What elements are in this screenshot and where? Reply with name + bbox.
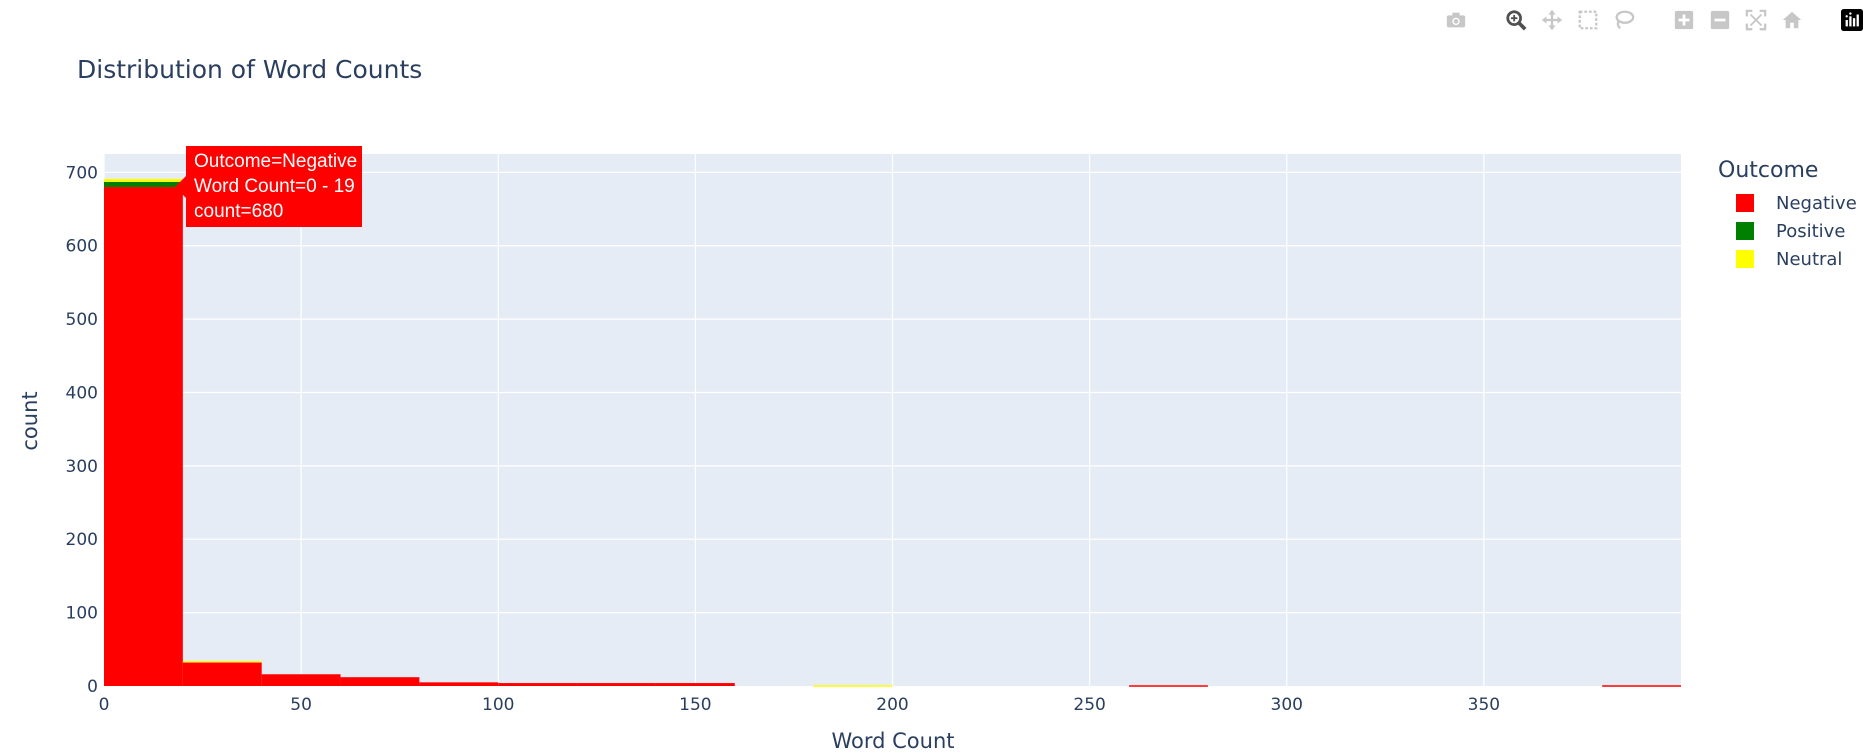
- bar-negative-140[interactable]: [655, 683, 735, 686]
- bar-neutral-0[interactable]: [104, 178, 183, 182]
- bar-negative-0[interactable]: [104, 187, 183, 686]
- y-tick-label: 500: [66, 310, 98, 330]
- lasso-icon[interactable]: [1612, 8, 1636, 32]
- bar-positive-0[interactable]: [104, 181, 183, 188]
- bar-negative-80[interactable]: [419, 682, 499, 686]
- x-tick-label: 300: [1271, 695, 1303, 715]
- y-tick-label: 0: [87, 677, 98, 697]
- bar-negative-40[interactable]: [261, 674, 341, 686]
- camera-icon[interactable]: [1444, 8, 1468, 32]
- tooltip-word-count: Word Count=0 - 19: [194, 176, 355, 197]
- bar-neutral-20[interactable]: [182, 661, 262, 663]
- bar-negative-60[interactable]: [340, 677, 420, 686]
- legend-label-neutral: Neutral: [1776, 248, 1843, 270]
- x-tick-labels: 0 50 100 150 200 250 300 350: [99, 695, 1501, 715]
- autoscale-icon[interactable]: [1744, 8, 1768, 32]
- bar-negative-100[interactable]: [498, 683, 578, 686]
- legend-title: Outcome: [1718, 158, 1819, 183]
- x-tick-label: 50: [290, 695, 312, 715]
- bar-negative-380[interactable]: [1602, 685, 1681, 687]
- modebar: [1444, 8, 1864, 32]
- reset-axes-icon[interactable]: [1780, 8, 1804, 32]
- legend-item-negative[interactable]: Negative: [1718, 189, 1857, 217]
- tooltip-pointer: [175, 176, 186, 198]
- x-tick-label: 250: [1073, 695, 1105, 715]
- bars[interactable]: [104, 178, 1681, 687]
- legend-label-positive: Positive: [1776, 220, 1846, 242]
- y-tick-label: 200: [66, 530, 98, 550]
- box-select-icon[interactable]: [1576, 8, 1600, 32]
- y-axis-label: count: [18, 391, 42, 450]
- legend-swatch-positive: [1736, 222, 1754, 240]
- zoom-out-icon[interactable]: [1708, 8, 1732, 32]
- y-tick-label: 300: [66, 457, 98, 477]
- legend-swatch-negative: [1736, 194, 1754, 212]
- x-tick-label: 100: [482, 695, 514, 715]
- legend-item-positive[interactable]: Positive: [1718, 217, 1857, 245]
- x-tick-label: 150: [679, 695, 711, 715]
- bar-negative-260[interactable]: [1129, 685, 1208, 687]
- tooltip-count: count=680: [194, 201, 284, 222]
- y-tick-label: 600: [66, 237, 98, 257]
- legend-label-negative: Negative: [1776, 192, 1857, 214]
- x-tick-label: 200: [876, 695, 908, 715]
- y-tick-label: 400: [66, 383, 98, 403]
- bar-negative-120[interactable]: [577, 683, 656, 686]
- bar-negative-20[interactable]: [182, 662, 262, 686]
- plotly-logo-icon[interactable]: [1840, 8, 1864, 32]
- bar-neutral-180[interactable]: [813, 685, 893, 687]
- hover-tooltip: Outcome=Negative Word Count=0 - 19 count…: [186, 146, 363, 227]
- x-axis-label: Word Count: [831, 729, 954, 753]
- y-tick-label: 100: [66, 604, 98, 624]
- y-tick-labels: 0 100 200 300 400 500 600 700: [66, 163, 98, 697]
- zoom-in-icon[interactable]: [1672, 8, 1696, 32]
- legend-swatch-neutral: [1736, 250, 1754, 268]
- x-tick-label: 0: [99, 695, 110, 715]
- chart-title: Distribution of Word Counts: [77, 55, 422, 84]
- zoom-icon[interactable]: [1504, 8, 1528, 32]
- tooltip-outcome: Outcome=Negative: [194, 151, 358, 172]
- pan-icon[interactable]: [1540, 8, 1564, 32]
- x-tick-label: 350: [1468, 695, 1500, 715]
- legend-item-neutral[interactable]: Neutral: [1718, 245, 1857, 273]
- legend: Outcome Negative Positive Neutral: [1718, 158, 1857, 273]
- y-tick-label: 700: [66, 163, 98, 183]
